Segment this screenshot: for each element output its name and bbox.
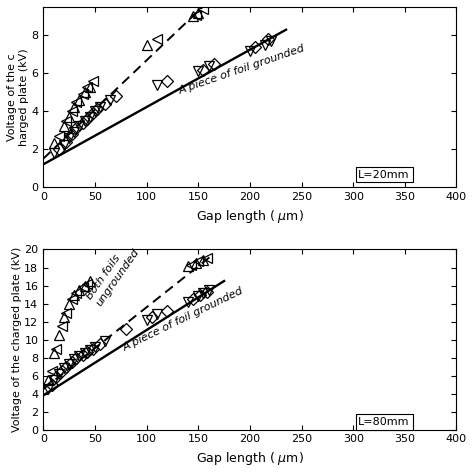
Text: A piece of foil grounded: A piece of foil grounded bbox=[178, 43, 307, 96]
X-axis label: Gap length ( $\mu$m): Gap length ( $\mu$m) bbox=[196, 208, 304, 225]
Text: Both foils
ungrounded: Both foils ungrounded bbox=[85, 240, 141, 308]
Text: A piece of foil grounded: A piece of foil grounded bbox=[121, 286, 245, 353]
Text: L=80mm: L=80mm bbox=[358, 417, 410, 427]
Text: L=20mm: L=20mm bbox=[358, 170, 410, 180]
X-axis label: Gap length ( $\mu$m): Gap length ( $\mu$m) bbox=[196, 450, 304, 467]
Y-axis label: Voltage of the charged plate (kV): Voltage of the charged plate (kV) bbox=[11, 247, 21, 432]
Y-axis label: Voltage of the c
harged plate (kV): Voltage of the c harged plate (kV) bbox=[7, 48, 28, 146]
